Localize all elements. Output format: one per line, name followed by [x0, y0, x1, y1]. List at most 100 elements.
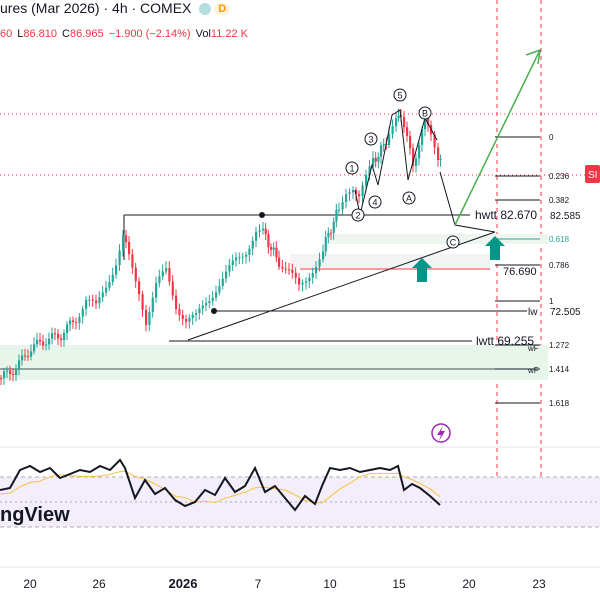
wave-label: 1	[349, 164, 354, 174]
wave-path	[439, 171, 496, 233]
time-tick-label: 7	[255, 577, 262, 591]
price-72505: 72.505	[550, 307, 581, 318]
candle-body	[51, 333, 54, 339]
candle-body	[345, 194, 348, 203]
wave-labels: 1 2 3 4 5 A B C	[345, 88, 460, 249]
candle-body	[412, 148, 415, 166]
candle-body	[284, 268, 287, 270]
wf-label: wF	[527, 366, 539, 375]
candle-body	[88, 299, 91, 301]
time-axis[interactable]: 20 26 2026 7 10 15 20 23	[23, 576, 546, 591]
symbol-title[interactable]: ures (Mar 2026) · 4h · COMEX	[0, 0, 192, 16]
candle-body	[145, 309, 148, 325]
candle-body	[358, 194, 361, 197]
wave-label: 3	[368, 135, 373, 145]
candle-body	[54, 333, 57, 335]
candle-body	[155, 283, 158, 298]
candle-body	[185, 319, 188, 322]
candle-body	[275, 247, 278, 258]
candle-body	[235, 257, 238, 261]
candle-body	[108, 281, 111, 288]
candle-body	[85, 299, 88, 309]
candle-body	[355, 189, 358, 195]
lw-label: lw	[528, 307, 538, 318]
candle-body	[241, 256, 244, 258]
candle-body	[305, 281, 308, 283]
candle-body	[175, 295, 178, 310]
fib-zone	[290, 254, 490, 268]
wave-label: A	[406, 194, 412, 204]
wave-label: C	[450, 238, 457, 248]
wave-label: 4	[372, 198, 377, 208]
ohlc-row: 60 L86.810 C86.965 −1.900 (−2.14%) Vol11.22 …	[0, 28, 253, 40]
side-tab[interactable]	[585, 165, 600, 183]
candle-body	[228, 265, 231, 272]
candle-body	[377, 156, 380, 162]
fib-label: 0.786	[549, 261, 570, 270]
candle-body	[315, 266, 318, 274]
fib-labels: 0 0.236 0.382 0.618 0.786 1 1.272 1.414 1.618	[549, 133, 570, 408]
wave-label-circle	[402, 191, 416, 205]
candle-body	[215, 292, 218, 298]
wave-label-circle	[446, 235, 460, 249]
candle-body	[255, 231, 258, 241]
candle-body	[165, 268, 168, 272]
wave-label-circle	[351, 208, 365, 222]
candle-body	[397, 115, 400, 119]
rsi-line	[0, 458, 441, 512]
ohlc-value: 11.22 K	[210, 28, 248, 40]
candle-body	[115, 265, 118, 275]
candle-body	[0, 378, 3, 379]
candle-body	[205, 303, 208, 306]
candle-body	[78, 316, 81, 323]
wave-label: 5	[397, 91, 402, 101]
candle-body	[308, 277, 311, 282]
candle-body	[42, 341, 45, 346]
candle-body	[439, 158, 442, 160]
candle-body	[12, 373, 15, 375]
fib-label: 0.382	[549, 196, 570, 205]
projection-line	[454, 49, 541, 226]
fib-label: 0.236	[549, 172, 570, 181]
rsi-ma-line	[0, 470, 441, 504]
candle-body	[270, 247, 273, 250]
wave-label: B	[422, 109, 428, 119]
candle-body	[262, 228, 265, 231]
price-76690: 76.690	[503, 266, 537, 278]
candle-body	[361, 185, 364, 197]
candle-body	[148, 312, 151, 325]
anchor-dot	[211, 308, 217, 314]
candle-body	[318, 259, 321, 267]
candle-body	[111, 274, 114, 282]
tradingview-logo: ngView	[0, 504, 70, 526]
candle-body	[365, 175, 368, 186]
candle-body	[281, 266, 284, 269]
fib-label: 1.272	[549, 341, 570, 350]
wave-label-circle	[345, 161, 359, 175]
candle-body	[122, 235, 125, 251]
candle-body	[264, 228, 267, 235]
wf-label: wF	[527, 344, 539, 353]
fib-label: 1.414	[549, 365, 570, 374]
candle-body	[433, 134, 436, 148]
candle-body	[69, 320, 72, 325]
fib-zone	[0, 345, 548, 380]
candle-body	[168, 268, 171, 282]
candle-body	[18, 360, 21, 370]
candle-body	[324, 237, 327, 252]
candle-body	[24, 355, 27, 357]
candle-body	[151, 297, 154, 313]
candle-body	[30, 351, 33, 357]
candle-body	[158, 276, 161, 284]
wave-label-circle	[364, 132, 378, 146]
candle-body	[294, 272, 297, 278]
candle-body	[141, 294, 144, 310]
time-tick-label: 26	[92, 577, 106, 591]
candle-body	[63, 333, 66, 340]
candle-body	[225, 271, 228, 279]
candle-body	[178, 309, 181, 315]
candle-body	[118, 250, 121, 266]
up-arrow-icon	[412, 258, 432, 282]
ohlc-value: 86.965	[69, 28, 104, 40]
